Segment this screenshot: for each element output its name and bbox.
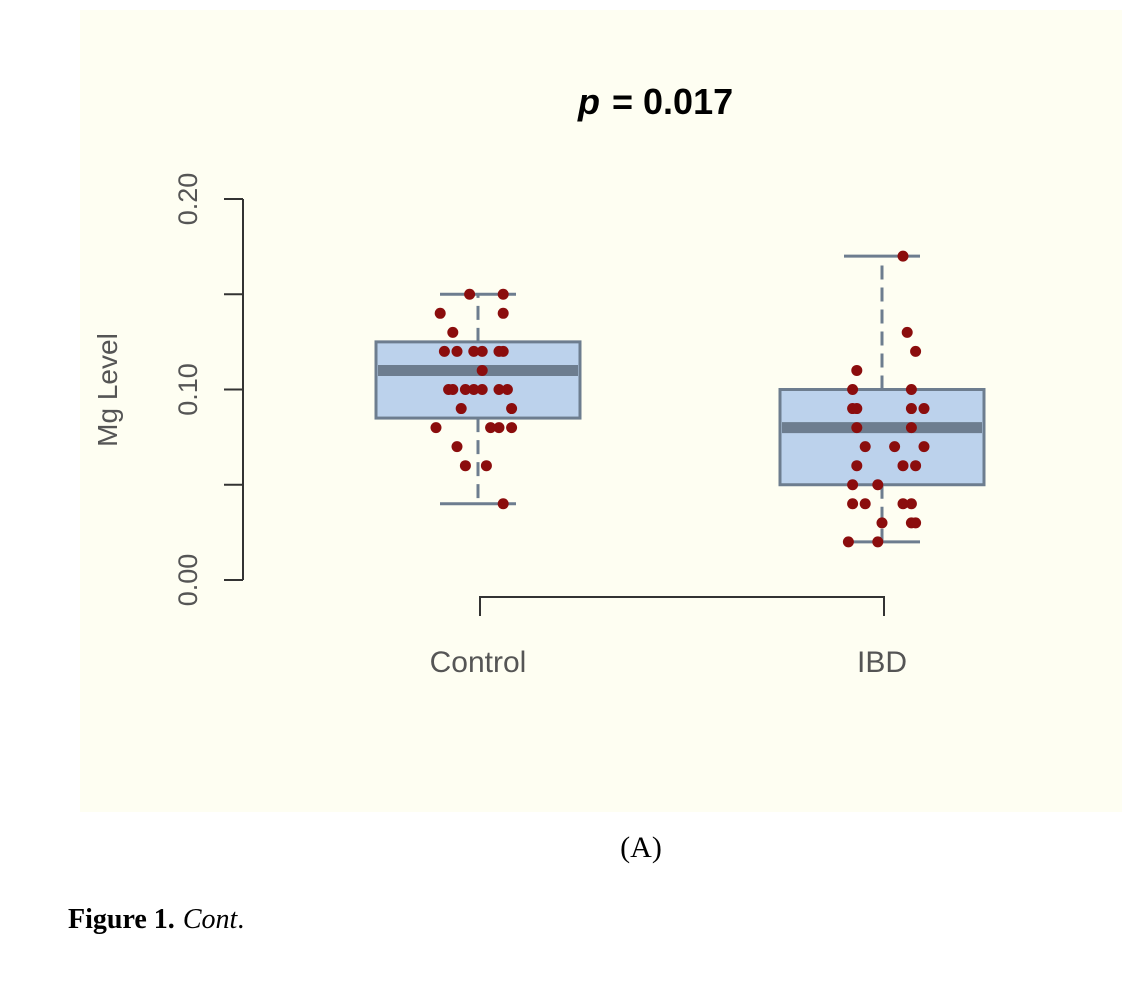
data-point-ibd: [897, 250, 909, 262]
figure-caption: Figure 1. Cont.: [68, 904, 244, 935]
data-point-control: [468, 384, 480, 395]
data-point-control: [459, 460, 471, 472]
x-tick-label-control: Control: [430, 646, 527, 679]
title-p-value: = 0.017: [612, 81, 733, 122]
data-point-ibd: [889, 441, 901, 453]
data-point-control: [434, 307, 446, 319]
data-point-ibd: [905, 498, 917, 510]
data-point-control: [497, 307, 509, 319]
data-point-ibd: [876, 517, 888, 529]
data-point-ibd: [910, 460, 922, 472]
data-point-control: [493, 345, 505, 357]
data-point-control: [480, 460, 492, 472]
data-point-control: [438, 345, 450, 357]
data-point-control: [430, 422, 442, 434]
box-ibd: [778, 388, 986, 487]
data-point-control: [501, 384, 513, 395]
data-point-control: [447, 326, 459, 338]
caption-bold: Figure 1.: [68, 904, 175, 935]
y-axis-ticks: 0.00 0.10 0.20: [173, 173, 243, 607]
data-point-ibd: [918, 403, 930, 415]
data-point-ibd: [847, 384, 859, 395]
data-point-control: [506, 422, 518, 434]
data-point-control: [493, 384, 505, 395]
y-tick-label: 0.00: [173, 554, 203, 607]
data-point-ibd: [872, 536, 884, 548]
data-point-control: [476, 345, 488, 357]
data-point-control: [447, 384, 459, 395]
data-point-ibd: [851, 422, 863, 434]
data-point-control: [497, 498, 509, 510]
chart-title: p = 0.017: [577, 81, 733, 122]
data-point-ibd: [847, 403, 859, 415]
data-point-control: [464, 288, 476, 300]
data-point-ibd: [910, 517, 922, 529]
data-point-ibd: [905, 422, 917, 434]
box-control: [374, 340, 582, 420]
data-point-ibd: [859, 498, 871, 510]
data-point-ibd: [851, 460, 863, 472]
data-point-ibd: [897, 498, 909, 510]
data-point-ibd: [842, 536, 854, 548]
y-axis-title: Mg Level: [92, 333, 123, 447]
data-point-control: [485, 422, 497, 434]
data-points: [430, 250, 930, 548]
x-tick-label-ibd: IBD: [857, 646, 907, 679]
data-point-ibd: [910, 345, 922, 357]
data-point-ibd: [918, 441, 930, 453]
data-point-ibd: [847, 498, 859, 510]
data-point-ibd: [859, 441, 871, 453]
data-point-control: [506, 403, 518, 415]
panel-label: (A): [620, 831, 662, 864]
x-axis-line: [479, 596, 885, 616]
data-point-ibd: [897, 460, 909, 472]
box-plots: [374, 254, 986, 544]
data-point-ibd: [905, 384, 917, 395]
data-point-control: [459, 384, 471, 395]
data-point-control: [497, 288, 509, 300]
data-point-control: [476, 364, 488, 376]
data-point-ibd: [847, 479, 859, 491]
data-point-control: [493, 422, 505, 434]
y-tick-label: 0.20: [173, 173, 203, 226]
data-point-ibd: [851, 364, 863, 376]
data-point-control: [468, 345, 480, 357]
caption-end: .: [237, 904, 244, 935]
caption-italic: Cont: [183, 904, 239, 935]
data-point-ibd: [901, 326, 913, 338]
y-tick-label: 0.10: [173, 363, 203, 416]
data-point-control: [476, 384, 488, 395]
data-point-control: [451, 441, 463, 453]
data-point-ibd: [872, 479, 884, 491]
data-point-control: [451, 345, 463, 357]
data-point-control: [455, 403, 467, 415]
data-point-ibd: [905, 403, 917, 415]
title-p-symbol: p: [577, 81, 600, 122]
